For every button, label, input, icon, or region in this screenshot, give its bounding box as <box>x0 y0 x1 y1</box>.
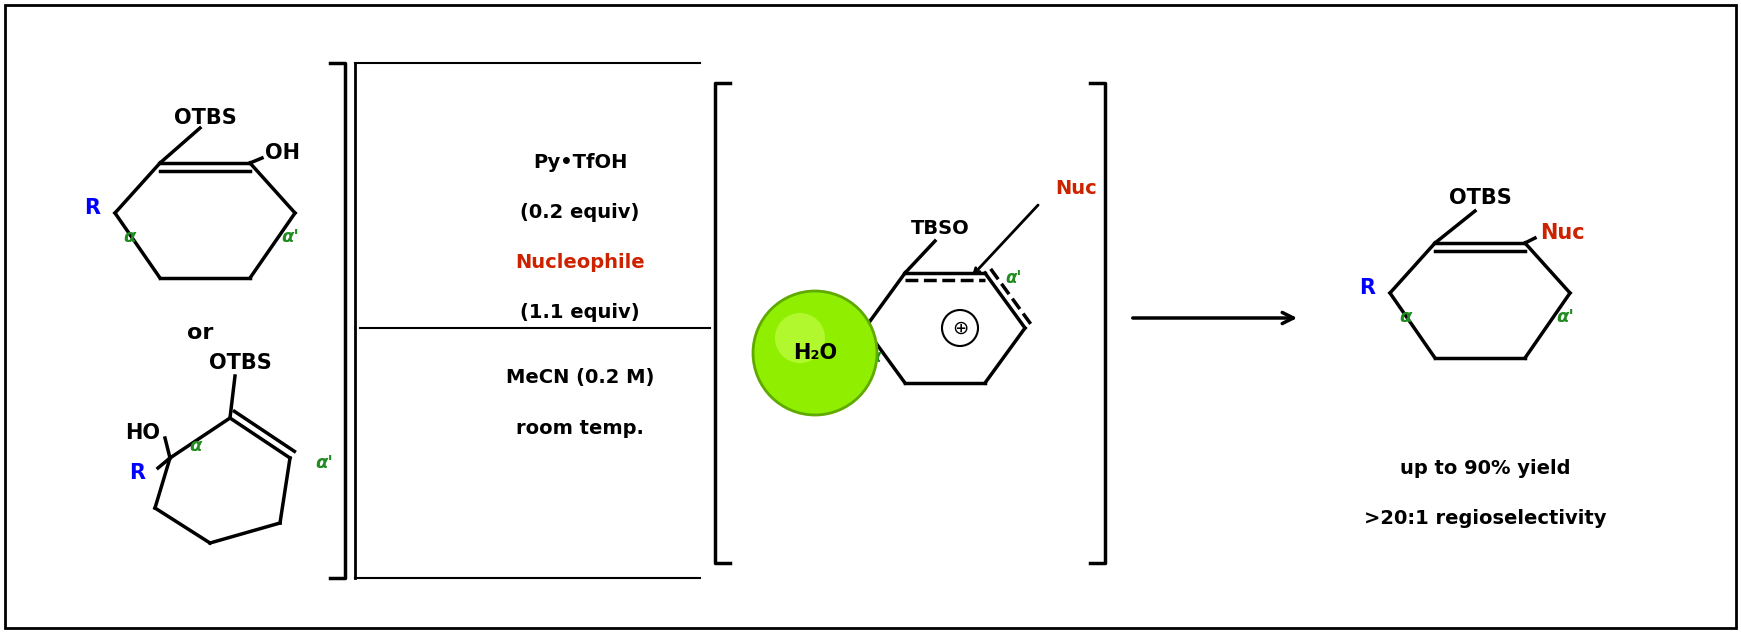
Text: Py•TfOH: Py•TfOH <box>533 153 627 173</box>
Text: Nuc: Nuc <box>1541 223 1584 243</box>
Text: R: R <box>84 198 99 218</box>
Text: ⊕: ⊕ <box>952 318 968 337</box>
Text: R: R <box>129 463 145 483</box>
Text: TBSO: TBSO <box>911 219 970 238</box>
Text: α': α' <box>1556 308 1574 326</box>
Text: α: α <box>188 437 202 455</box>
Circle shape <box>775 313 825 363</box>
Text: Nuc: Nuc <box>1055 179 1097 197</box>
Text: H₂O: H₂O <box>792 343 837 363</box>
Text: α': α' <box>1005 269 1022 287</box>
Text: room temp.: room temp. <box>515 418 644 437</box>
Text: R: R <box>1360 278 1375 298</box>
Text: (0.2 equiv): (0.2 equiv) <box>521 203 639 223</box>
Text: OTBS: OTBS <box>1449 188 1511 208</box>
Circle shape <box>754 291 877 415</box>
Text: α: α <box>1398 308 1412 326</box>
Text: OTBS: OTBS <box>209 353 272 373</box>
Text: α: α <box>124 228 136 246</box>
Text: MeCN (0.2 M): MeCN (0.2 M) <box>507 368 655 387</box>
Text: up to 90% yield: up to 90% yield <box>1400 458 1570 477</box>
Text: α': α' <box>280 228 299 246</box>
Text: or: or <box>186 323 212 343</box>
Text: α: α <box>869 348 881 366</box>
Text: R: R <box>837 308 853 327</box>
Text: HO: HO <box>125 423 160 443</box>
Text: OTBS: OTBS <box>174 108 237 128</box>
Text: α': α' <box>315 454 333 472</box>
Text: (1.1 equiv): (1.1 equiv) <box>521 303 639 322</box>
Text: Nucleophile: Nucleophile <box>515 253 644 272</box>
Text: >20:1 regioselectivity: >20:1 regioselectivity <box>1363 508 1607 527</box>
Text: OH: OH <box>265 143 299 163</box>
